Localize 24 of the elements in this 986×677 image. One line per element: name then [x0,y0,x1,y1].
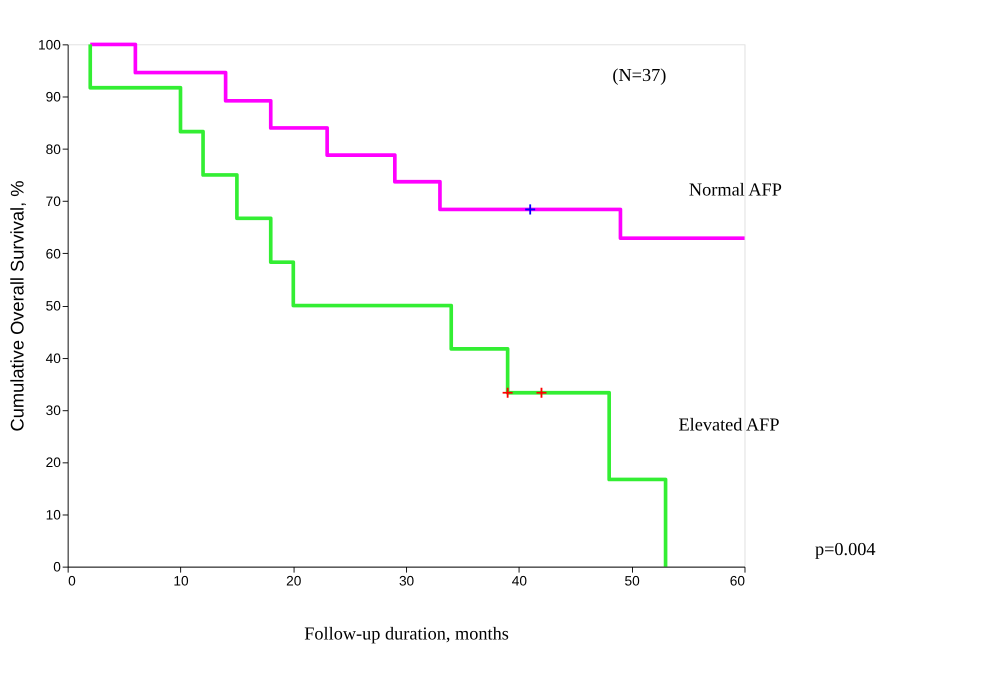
x-axis-title: Follow-up duration, months [304,623,509,644]
y-tick-label: 60 [46,246,62,262]
x-tick-label: 60 [730,573,746,588]
annotation: (N=37) [612,64,666,85]
x-tick-label: 40 [512,573,528,588]
x-tick-label: 50 [624,573,640,588]
y-tick-label: 50 [46,298,62,314]
y-tick-label: 100 [38,37,62,52]
y-tick-label: 80 [46,142,62,157]
x-tick-label: 10 [173,573,189,588]
text: Normal AFP [688,179,782,200]
y-tick-label: 40 [46,350,62,366]
y-tick-label: 30 [46,403,62,418]
text: p=0.004 [814,538,876,559]
x-tick-label: 20 [286,573,302,588]
y-tick-label: 90 [46,90,62,105]
y-axis-title: Cumulative Overall Survival, % [6,180,28,432]
x-tick-label: 30 [398,573,415,588]
text: Elevated AFP [678,414,780,434]
y-tick-label: 70 [46,194,62,210]
y-tick-label: 20 [46,455,62,470]
y-tick-label: 0 [53,560,62,575]
y-tick-label: 10 [46,507,62,522]
x-tick-label: 0 [68,573,76,588]
